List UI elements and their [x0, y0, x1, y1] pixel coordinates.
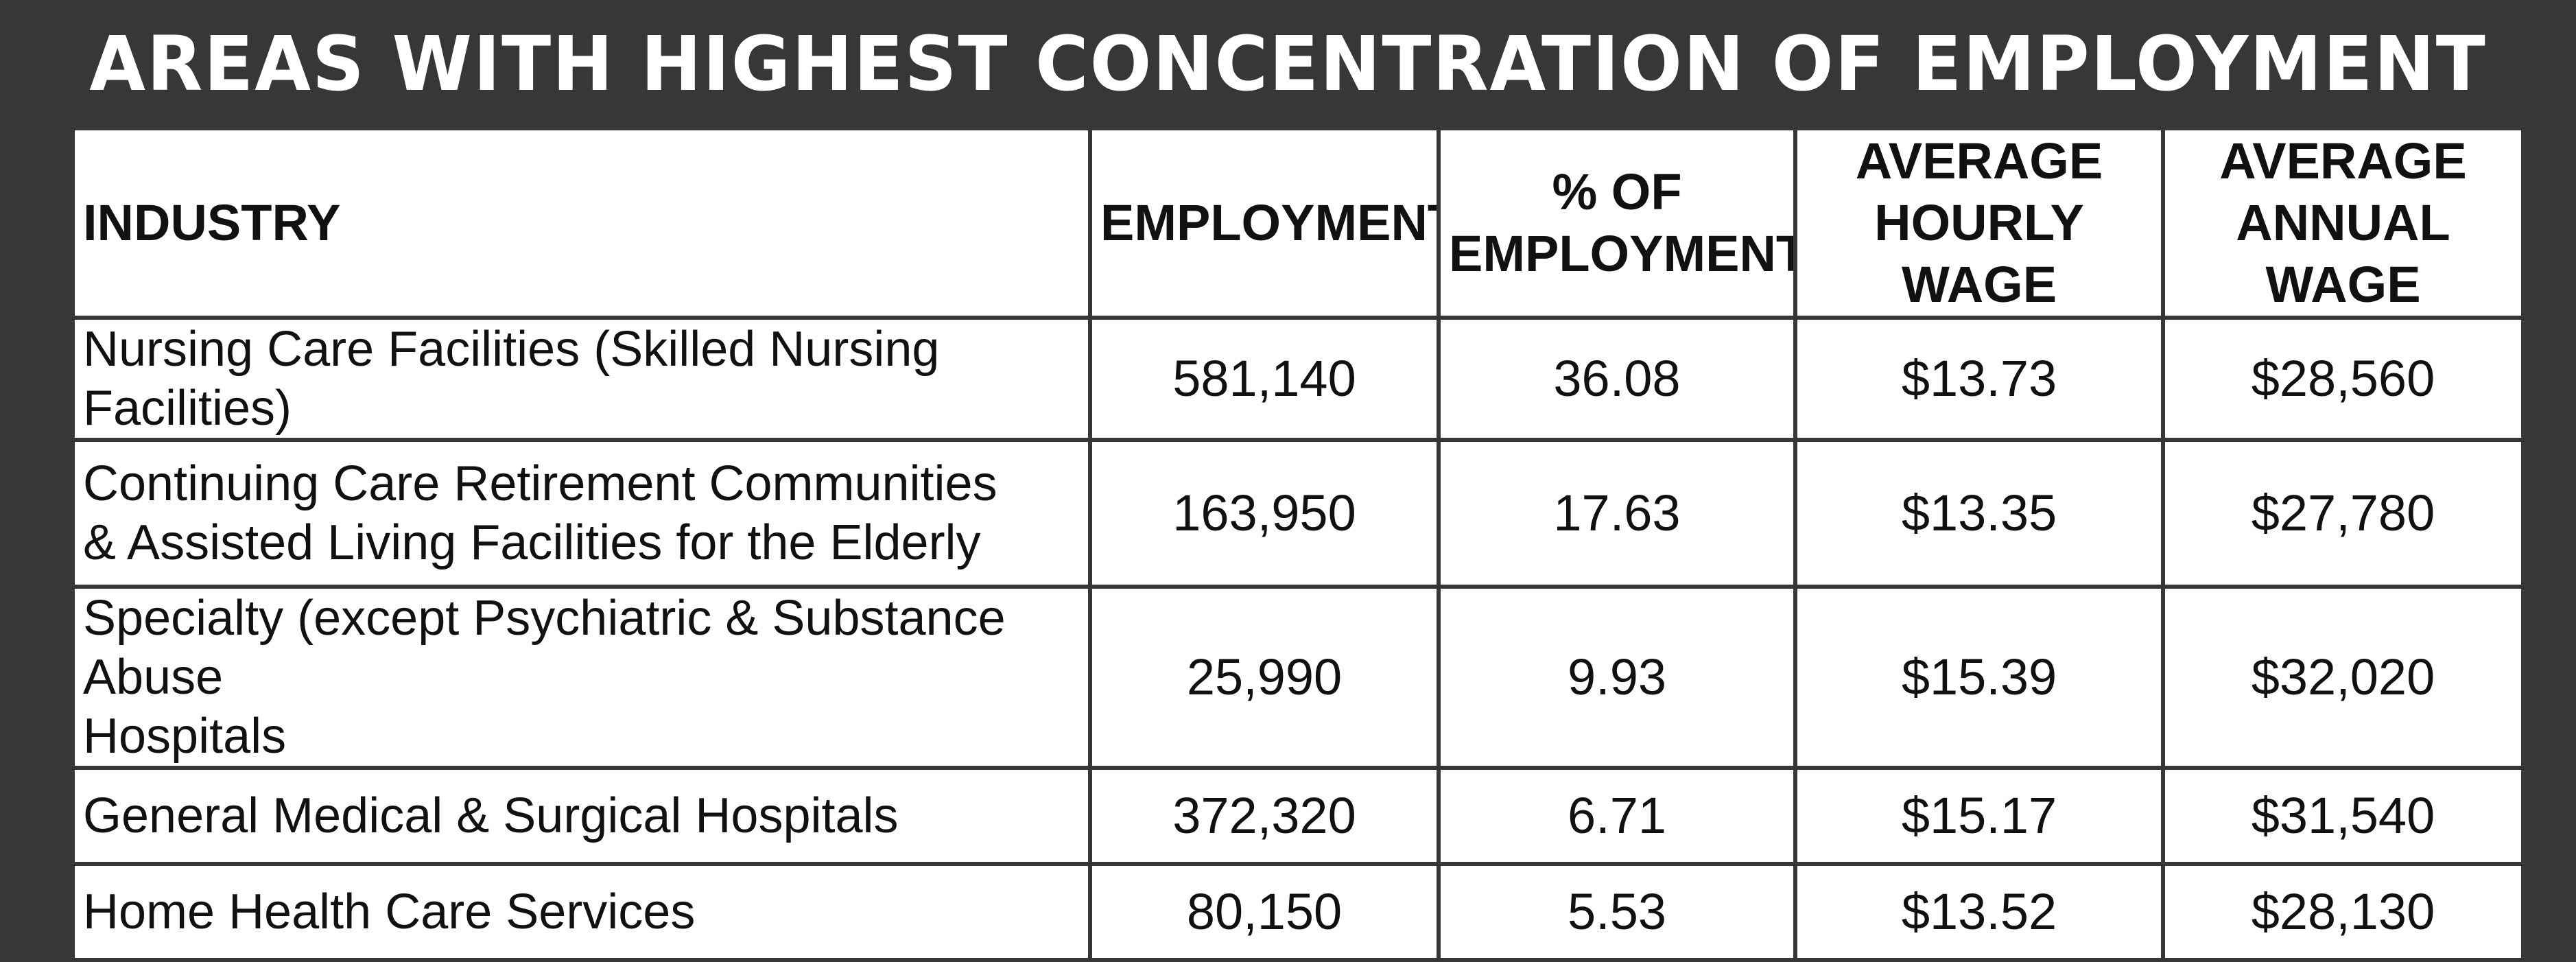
cell-employment: 581,140 — [1088, 316, 1441, 442]
table-row: Specialty (except Psychiatric & Substanc… — [71, 585, 2525, 770]
cell-hourly-wage: $13.73 — [1793, 316, 2165, 442]
cell-industry: Continuing Care Retirement Communities & … — [71, 438, 1092, 589]
cell-hourly-wage: $15.39 — [1793, 585, 2165, 770]
cell-pct-employment: 5.53 — [1437, 862, 1797, 962]
table-row: General Medical & Surgical Hospitals 372… — [71, 766, 2525, 866]
header-annual-wage: AVERAGE ANNUAL WAGE — [2161, 126, 2525, 320]
cell-annual-wage: $31,540 — [2161, 766, 2525, 866]
page-title: AREAS WITH HIGHEST CONCENTRATION OF EMPL… — [89, 19, 2487, 108]
header-industry: INDUSTRY — [71, 126, 1092, 320]
cell-pct-employment: 9.93 — [1437, 585, 1797, 770]
cell-industry: Nursing Care Facilities (Skilled Nursing… — [71, 316, 1092, 442]
cell-annual-wage: $32,020 — [2161, 585, 2525, 770]
cell-employment: 163,950 — [1088, 438, 1441, 589]
cell-hourly-wage: $13.52 — [1793, 862, 2165, 962]
cell-hourly-wage: $13.35 — [1793, 438, 2165, 589]
cell-employment: 80,150 — [1088, 862, 1441, 962]
infographic-frame: AREAS WITH HIGHEST CONCENTRATION OF EMPL… — [71, 19, 2525, 962]
header-hourly-wage: AVERAGE HOURLY WAGE — [1793, 126, 2165, 320]
table-row: Nursing Care Facilities (Skilled Nursing… — [71, 316, 2525, 442]
table-header-row: INDUSTRY EMPLOYMENT % OF EMPLOYMENT AVERA… — [71, 126, 2525, 320]
cell-industry: Home Health Care Services — [71, 862, 1092, 962]
table-row: Home Health Care Services 80,150 5.53 $1… — [71, 862, 2525, 962]
cell-industry: General Medical & Surgical Hospitals — [71, 766, 1092, 866]
header-pct-employment: % OF EMPLOYMENT — [1437, 126, 1797, 320]
cell-annual-wage: $27,780 — [2161, 438, 2525, 589]
cell-employment: 25,990 — [1088, 585, 1441, 770]
cell-industry: Specialty (except Psychiatric & Substanc… — [71, 585, 1092, 770]
cell-pct-employment: 17.63 — [1437, 438, 1797, 589]
cell-annual-wage: $28,130 — [2161, 862, 2525, 962]
cell-hourly-wage: $15.17 — [1793, 766, 2165, 866]
table-row: Continuing Care Retirement Communities & … — [71, 438, 2525, 589]
cell-pct-employment: 36.08 — [1437, 316, 1797, 442]
cell-annual-wage: $28,560 — [2161, 316, 2525, 442]
header-employment: EMPLOYMENT — [1088, 126, 1441, 320]
employment-table: INDUSTRY EMPLOYMENT % OF EMPLOYMENT AVERA… — [71, 126, 2525, 962]
cell-pct-employment: 6.71 — [1437, 766, 1797, 866]
cell-employment: 372,320 — [1088, 766, 1441, 866]
